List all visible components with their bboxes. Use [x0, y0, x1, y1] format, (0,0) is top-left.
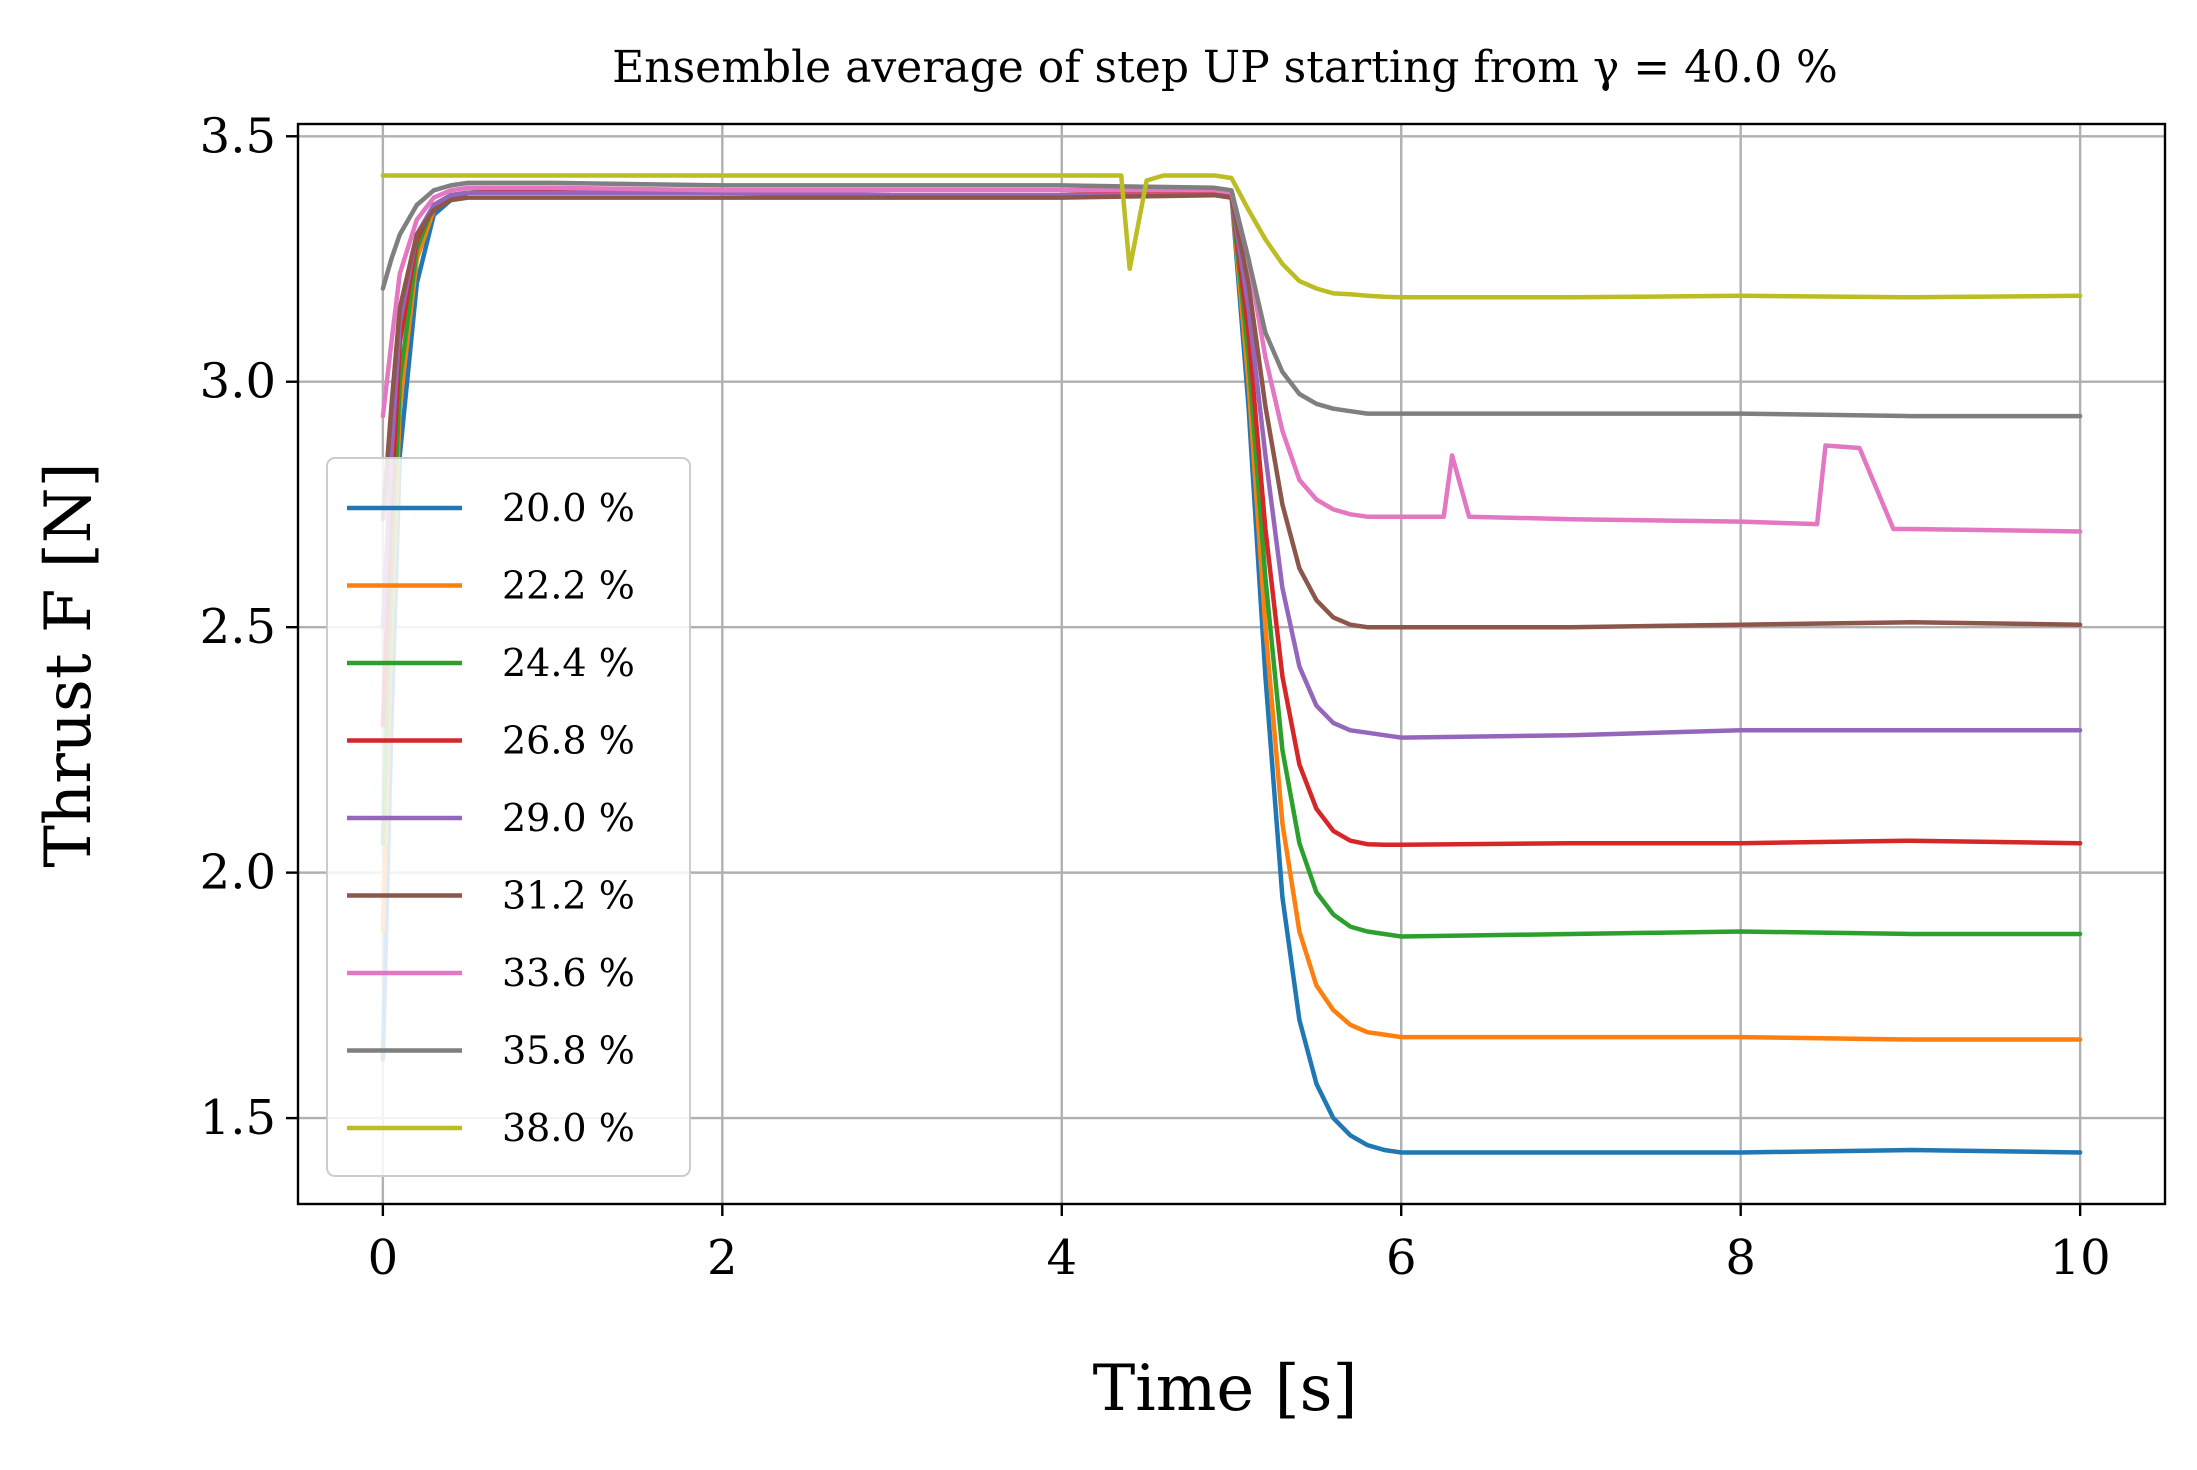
x-axis-label: Time [s]: [1093, 1352, 1358, 1426]
legend-item: 29.0 %: [347, 796, 635, 840]
legend-label: 22.2 %: [502, 564, 635, 608]
legend-label: 26.8 %: [502, 719, 635, 763]
series-line: [380, 192, 2083, 630]
series-line: [380, 180, 2083, 419]
y-tick-label: 2.0: [200, 845, 276, 901]
plot-frame: [296, 122, 2167, 1206]
legend-item: 31.2 %: [347, 874, 635, 918]
legend-item: 26.8 %: [347, 719, 635, 763]
x-tick-label: 0: [368, 1230, 399, 1286]
x-tick-label: 2: [707, 1230, 738, 1286]
legend-label: 38.0 %: [502, 1106, 635, 1150]
legend-label: 29.0 %: [502, 796, 635, 840]
legend-box: [326, 457, 691, 1177]
legend: 20.0 % 22.2 % 24.4 % 26.8 % 29.0 % 31.2 % 33.6…: [326, 457, 691, 1177]
legend-label: 35.8 %: [502, 1029, 635, 1073]
axis-ticks: 0 2 4 6 8 10 1.5 2.0 2.5 3.0 3.5: [200, 108, 2111, 1286]
legend-label: 24.4 %: [502, 641, 635, 685]
legend-item: 33.6 %: [347, 951, 635, 995]
y-tick-label: 3.5: [200, 108, 276, 164]
y-axis-label: Thrust F [N]: [32, 462, 106, 867]
series-line: [380, 190, 2083, 740]
legend-item: 38.0 %: [347, 1106, 635, 1150]
y-tick-label: 2.5: [200, 599, 276, 655]
series-line: [380, 173, 2083, 300]
y-tick-label: 3.0: [200, 354, 276, 410]
legend-label: 33.6 %: [502, 951, 635, 995]
legend-items: 20.0 % 22.2 % 24.4 % 26.8 % 29.0 % 31.2 % 33.6…: [347, 486, 635, 1150]
legend-item: 22.2 %: [347, 564, 635, 608]
legend-item: 24.4 %: [347, 641, 635, 685]
legend-item: 35.8 %: [347, 1029, 635, 1073]
chart-title: Ensemble average of step UP starting fro…: [612, 42, 1838, 93]
legend-label: 20.0 %: [502, 486, 635, 530]
series-lines: [380, 173, 2083, 1155]
x-tick-label: 4: [1046, 1230, 1077, 1286]
series-line: [380, 185, 2083, 534]
x-tick-label: 6: [1386, 1230, 1417, 1286]
legend-label: 31.2 %: [502, 874, 635, 918]
legend-item: 20.0 %: [347, 486, 635, 530]
x-tick-label: 10: [2050, 1230, 2111, 1286]
x-tick-label: 8: [1725, 1230, 1756, 1286]
y-tick-label: 1.5: [200, 1090, 276, 1146]
